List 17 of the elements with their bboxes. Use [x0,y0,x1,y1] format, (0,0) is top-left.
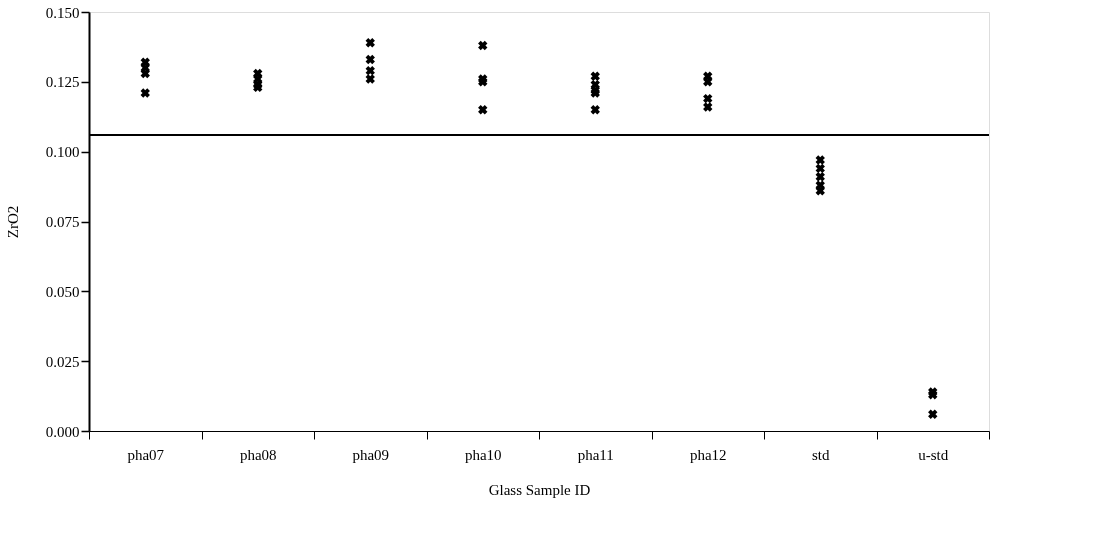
y-tick-label: 0.025 [45,353,80,370]
y-axis-title: ZrO2 [4,205,21,239]
y-tick-label: 0.125 [45,74,80,91]
x-tick-label: std [811,446,830,463]
y-tick-label: 0.150 [45,4,80,21]
x-tick-label: pha07 [127,446,165,463]
x-tick-label: u-std [918,446,949,463]
y-tick-label: 0.075 [45,214,80,230]
x-tick-label: pha08 [239,446,277,463]
y-tick-label: 0.100 [45,144,80,161]
x-tick-label: pha12 [689,446,727,463]
x-tick-label: pha09 [352,446,390,463]
y-tick-label: 0.000 [45,423,80,440]
x-tick-label: pha11 [577,446,614,463]
x-tick-label: pha10 [464,446,502,463]
y-tick-label: 0.050 [45,283,80,300]
x-axis-title: Glass Sample ID [488,481,591,498]
